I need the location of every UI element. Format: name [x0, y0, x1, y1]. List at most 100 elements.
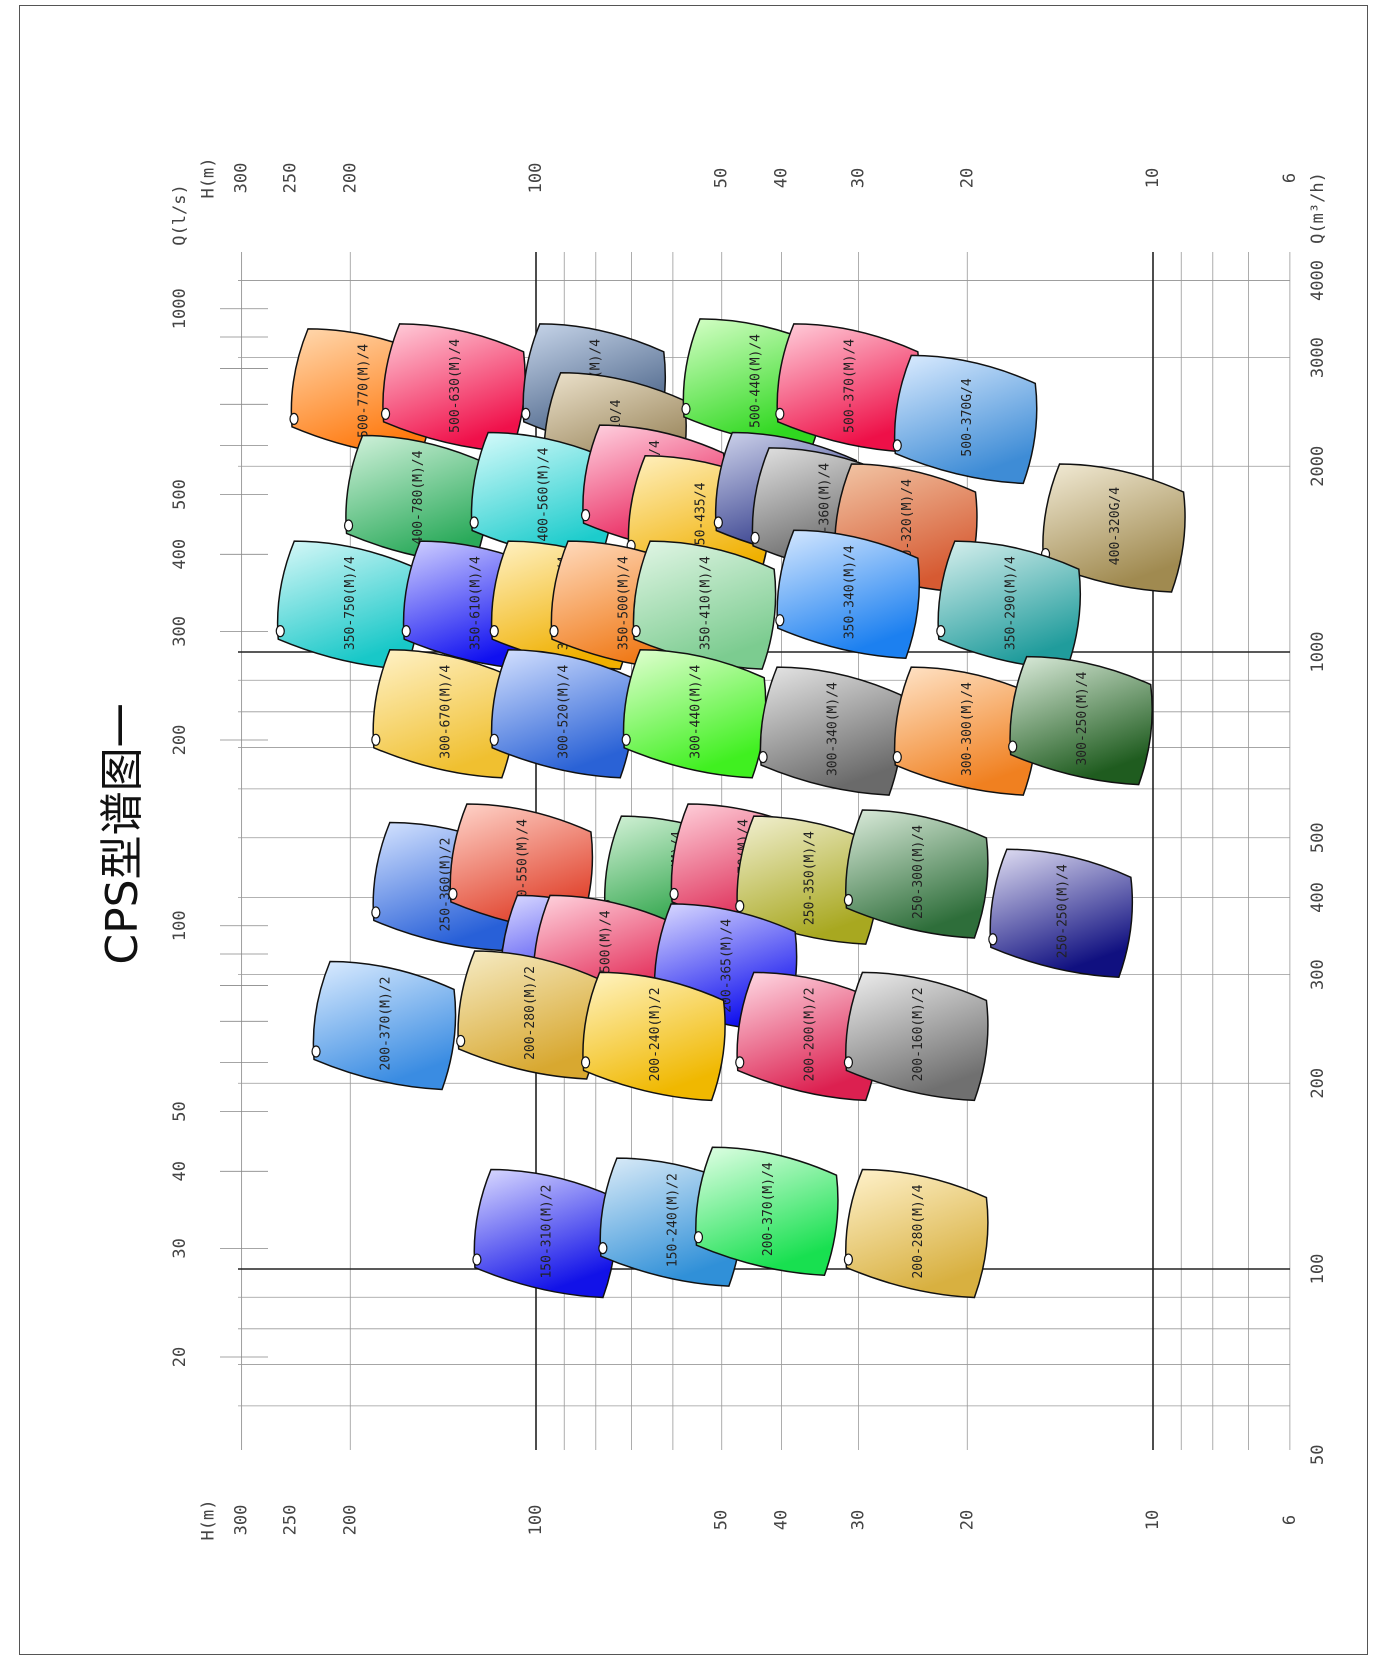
region-marker: [631, 625, 641, 638]
flow-ls-tick-label: 200: [170, 725, 190, 756]
region-marker: [775, 407, 785, 420]
pump-region: [582, 971, 726, 1102]
head-tick-label-top: 50: [712, 168, 732, 188]
region-label: 300-340(M)/4: [826, 682, 841, 776]
pump-region: [490, 649, 635, 779]
head-tick-label-bottom: 20: [957, 1510, 977, 1530]
pump-region: [632, 540, 777, 670]
flow-ls-tick-label: 500: [170, 479, 190, 510]
region-marker: [371, 733, 381, 746]
region-marker: [713, 516, 723, 529]
pump-region: [844, 1168, 989, 1299]
region-marker: [549, 625, 559, 638]
pump-region: [1009, 655, 1153, 786]
region-marker: [988, 933, 998, 946]
head-axis-title-bottom: H(m): [199, 1500, 219, 1541]
region-marker: [735, 1056, 745, 1069]
region-marker: [775, 614, 785, 627]
head-tick-label-bottom: 250: [280, 1505, 300, 1536]
region-label: 350-290(M)/4: [1003, 556, 1018, 650]
region-label: 350-340(M)/4: [842, 545, 857, 639]
pump-region: [1042, 463, 1186, 593]
head-tick-label-bottom: 100: [526, 1505, 546, 1536]
pump-region: [736, 971, 880, 1102]
head-tick-label-top: 250: [280, 163, 300, 194]
flow-m3h-tick-label: 300: [1308, 959, 1328, 990]
pump-region: [736, 815, 880, 945]
region-marker: [758, 750, 768, 764]
pump-regions: 500-770(M)/4500-630(M)/4500-520(M)/4500-…: [275, 318, 1186, 1299]
region-label: 350-750(M)/4: [343, 556, 358, 650]
region-label: 250-360(M)/2: [438, 837, 453, 931]
region-label: 500-630(M)/4: [448, 339, 463, 433]
region-label: 350-410(M)/4: [699, 556, 714, 650]
flow-m3h-tick-label: 400: [1308, 882, 1328, 913]
head-tick-label-top: 20: [957, 168, 977, 188]
region-marker: [371, 906, 381, 919]
region-label: 250-250(M)/4: [1055, 864, 1070, 958]
region-marker: [580, 509, 591, 522]
axis-ticks: 300 300 250 250 200 200 100 100 50 50 40 40 30 30 20 20…: [170, 158, 1328, 1541]
head-axis-title-top: H(m): [199, 158, 219, 199]
region-label: 300-300(M)/4: [960, 682, 975, 776]
region-label: 150-310(M)/2: [539, 1185, 554, 1279]
region-label: 250-300(M)/4: [911, 825, 926, 919]
region-label: 300-520(M)/4: [557, 665, 572, 759]
pump-region: [372, 649, 517, 779]
region-label: 350-435/4: [694, 482, 709, 553]
head-tick-label-top: 100: [526, 163, 546, 194]
flow-m3h-axis-title: Q(m³/h): [1308, 172, 1328, 244]
head-tick-label-top: 200: [340, 163, 360, 194]
region-label: 200-200(M)/2: [802, 987, 817, 1081]
pump-region: [457, 950, 601, 1080]
region-marker: [843, 1253, 854, 1266]
region-marker: [521, 407, 531, 420]
region-label: 500-370G/4: [960, 378, 975, 456]
head-tick-label-bottom: 300: [232, 1505, 252, 1536]
region-label: 200-280(M)/4: [911, 1184, 926, 1278]
flow-m3h-tick-label: 50: [1308, 1444, 1328, 1464]
region-label: 300-250(M)/4: [1075, 671, 1090, 765]
region-marker: [289, 412, 299, 425]
head-tick-label-bottom: 10: [1143, 1510, 1163, 1530]
pump-region: [989, 848, 1134, 979]
region-label: 150-240(M)/2: [665, 1173, 680, 1267]
region-marker: [456, 1034, 466, 1048]
region-marker: [469, 516, 479, 529]
region-label: 400-320G/4: [1108, 487, 1123, 565]
pump-region: [312, 960, 457, 1091]
head-tick-label-bottom: 50: [712, 1510, 732, 1530]
region-marker: [735, 900, 745, 913]
flow-m3h-tick-label: 2000: [1308, 446, 1328, 487]
head-tick-label-bottom: 200: [340, 1505, 360, 1536]
region-label: 200-365(M)/4: [720, 919, 735, 1013]
region-marker: [621, 733, 631, 746]
pump-region: [695, 1146, 839, 1276]
region-marker: [401, 625, 411, 638]
region-marker: [892, 750, 902, 764]
region-label: 250-550(M)/4: [515, 819, 530, 913]
flow-ls-tick-label: 40: [170, 1161, 190, 1181]
flow-m3h-tick-label: 1000: [1308, 632, 1328, 673]
region-marker: [892, 439, 902, 452]
region-marker: [750, 531, 760, 544]
head-tick-label-top: 10: [1143, 168, 1163, 188]
pump-region: [759, 666, 904, 796]
pump-region: [844, 809, 989, 939]
flow-m3h-tick-label: 4000: [1308, 260, 1328, 301]
head-tick-label-top: 6: [1280, 173, 1300, 183]
region-marker: [693, 1231, 704, 1244]
region-marker: [1008, 740, 1018, 753]
head-tick-label-bottom: 30: [849, 1510, 869, 1530]
region-marker: [669, 887, 679, 901]
region-marker: [448, 887, 458, 901]
region-label: 400-560(M)/4: [537, 447, 552, 541]
region-label: 350-500(M)/4: [617, 556, 632, 650]
pump-region: [776, 529, 921, 659]
region-label: 200-370(M)/2: [379, 977, 394, 1071]
region-label: 300-670(M)/4: [438, 665, 453, 759]
region-label: 200-370(M)/4: [761, 1162, 776, 1256]
pump-region: [622, 649, 767, 779]
flow-ls-tick-label: 300: [170, 616, 190, 647]
